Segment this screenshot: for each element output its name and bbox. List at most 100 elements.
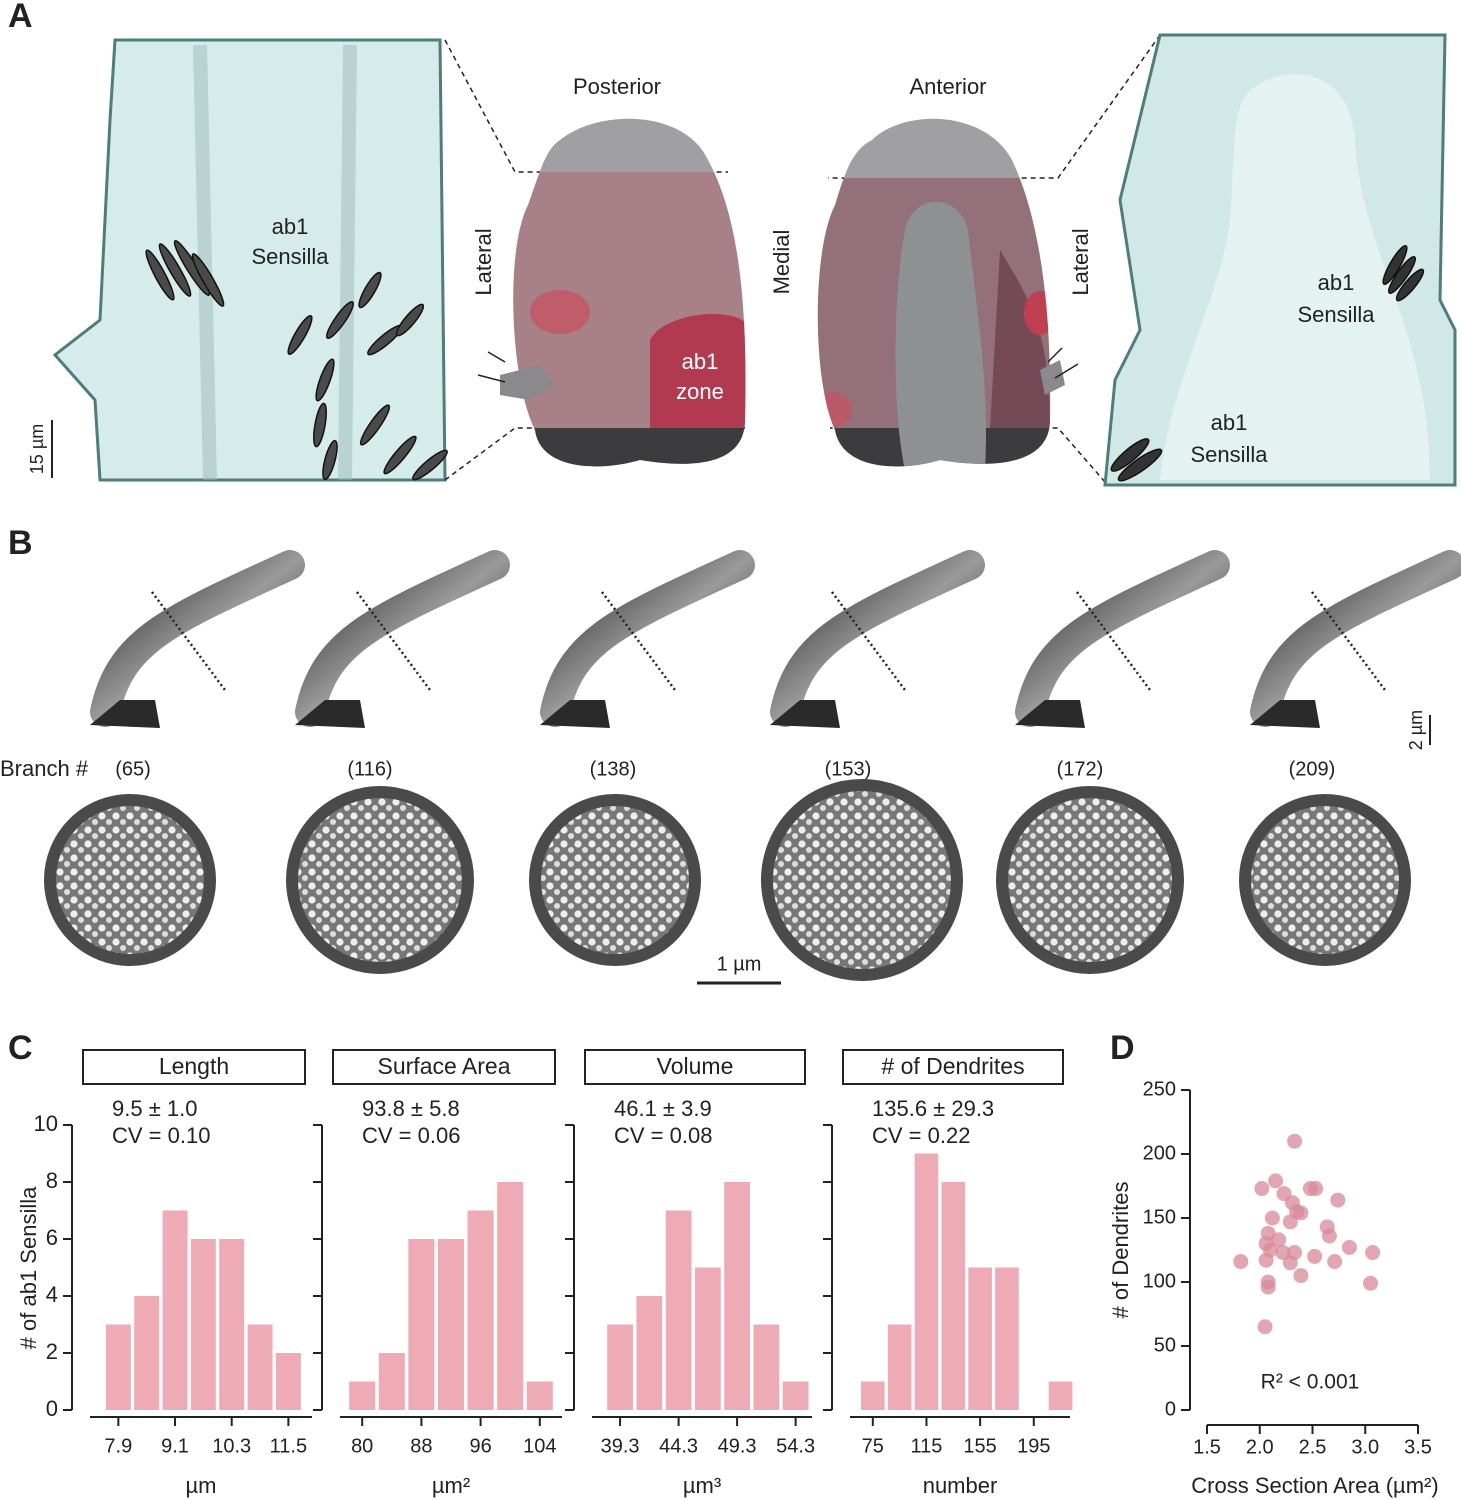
side-label: Medial bbox=[769, 230, 794, 295]
x-tick-label: 2.0 bbox=[1246, 1436, 1274, 1458]
panel-label: B bbox=[8, 524, 33, 562]
point bbox=[1282, 1255, 1298, 1271]
scale-label: 15 µm bbox=[27, 424, 47, 474]
x-tick-label: 7.9 bbox=[104, 1435, 132, 1457]
point bbox=[1257, 1319, 1273, 1335]
point bbox=[1287, 1133, 1303, 1149]
arista-hairs bbox=[477, 351, 506, 383]
point bbox=[1264, 1210, 1280, 1226]
annotation: CV = 0.22 bbox=[872, 1123, 970, 1148]
y-tick-label: 50 bbox=[1154, 1334, 1176, 1356]
y-tick-label: 10 bbox=[34, 1111, 58, 1136]
sensillum-base bbox=[540, 700, 610, 728]
x-tick-label: 11.5 bbox=[270, 1435, 307, 1457]
branch-label: Branch # bbox=[0, 756, 89, 781]
sensillum-base bbox=[295, 700, 365, 728]
bar bbox=[378, 1353, 405, 1410]
y-tick-label: 4 bbox=[46, 1282, 58, 1307]
sensillum-render bbox=[90, 550, 305, 727]
cross-section bbox=[1239, 794, 1411, 966]
bar bbox=[607, 1324, 633, 1410]
y-tick-label: 100 bbox=[1143, 1270, 1176, 1292]
point bbox=[1268, 1173, 1284, 1189]
sensillum-render bbox=[540, 550, 755, 727]
branch-number: (116) bbox=[347, 758, 392, 780]
point bbox=[1282, 1214, 1298, 1230]
bar bbox=[995, 1267, 1019, 1410]
bar bbox=[349, 1381, 376, 1410]
sensillum-render bbox=[295, 550, 510, 727]
point bbox=[1260, 1279, 1276, 1295]
bar bbox=[968, 1267, 992, 1410]
sensillum-render bbox=[1015, 550, 1230, 727]
x-axis-label: µm bbox=[185, 1473, 216, 1498]
bar bbox=[941, 1182, 966, 1410]
title-box bbox=[332, 1049, 556, 1085]
x-tick-label: 75 bbox=[862, 1435, 884, 1457]
bar bbox=[247, 1324, 273, 1410]
x-tick-label: 96 bbox=[469, 1435, 491, 1457]
x-tick-label: 49.3 bbox=[718, 1435, 757, 1457]
x-tick-label: 88 bbox=[410, 1435, 432, 1457]
x-tick-label: 2.5 bbox=[1299, 1436, 1327, 1458]
antenna-posterior bbox=[513, 118, 746, 467]
chart-title: Surface Area bbox=[378, 1053, 511, 1079]
bar bbox=[408, 1239, 435, 1410]
title-box bbox=[842, 1049, 1064, 1085]
x-tick-label: 104 bbox=[523, 1435, 556, 1457]
sensilla-render-right bbox=[1103, 33, 1457, 487]
panel-label: C bbox=[8, 1029, 33, 1067]
bar bbox=[636, 1296, 663, 1410]
panel-label: A bbox=[8, 0, 33, 35]
annotation: 135.6 ± 29.3 bbox=[872, 1096, 994, 1121]
branch-number: (209) bbox=[1289, 758, 1336, 780]
annotation: CV = 0.10 bbox=[112, 1123, 210, 1148]
x-tick-label: 115 bbox=[911, 1435, 943, 1457]
cross-section bbox=[286, 786, 474, 974]
y-tick-label: 0 bbox=[1165, 1398, 1176, 1420]
x-tick-label: 1.5 bbox=[1193, 1436, 1221, 1458]
point bbox=[1330, 1192, 1346, 1208]
arista bbox=[1040, 360, 1065, 395]
antenna-anterior bbox=[817, 118, 1051, 467]
point bbox=[1271, 1232, 1287, 1248]
branch-number: (138) bbox=[590, 758, 637, 780]
zone-label: ab1 bbox=[682, 349, 719, 374]
sensilla-label: ab1 bbox=[1211, 410, 1248, 435]
y-tick-label: 150 bbox=[1143, 1206, 1176, 1228]
section-line bbox=[830, 591, 907, 691]
bar bbox=[190, 1239, 216, 1410]
annotation: 9.5 ± 1.0 bbox=[112, 1096, 197, 1121]
bar bbox=[724, 1182, 750, 1410]
y-tick-label: 8 bbox=[46, 1168, 58, 1193]
bar bbox=[219, 1239, 245, 1410]
bar bbox=[753, 1324, 780, 1410]
cross-section bbox=[529, 794, 701, 966]
x-tick-label: 155 bbox=[963, 1435, 996, 1457]
x-tick-label: 3.0 bbox=[1351, 1436, 1379, 1458]
sensillum-render bbox=[770, 550, 985, 727]
annotation: R² < 0.001 bbox=[1261, 1371, 1360, 1394]
point bbox=[1293, 1268, 1309, 1284]
point bbox=[1341, 1239, 1357, 1255]
cross-section bbox=[44, 794, 216, 966]
view-label: Anterior bbox=[909, 74, 986, 99]
section-line bbox=[355, 591, 432, 691]
y-tick-label: 0 bbox=[46, 1396, 58, 1421]
title-box bbox=[82, 1049, 306, 1085]
side-label: Lateral bbox=[1068, 228, 1093, 295]
y-tick-label: 6 bbox=[46, 1225, 58, 1250]
bar bbox=[914, 1153, 939, 1410]
section-line bbox=[600, 591, 677, 691]
arista-hairs bbox=[1047, 347, 1079, 379]
sensilla-label: ab1 bbox=[272, 214, 309, 239]
point bbox=[1293, 1205, 1309, 1221]
x-tick-label: 44.3 bbox=[659, 1435, 698, 1457]
branch-number: (172) bbox=[1057, 758, 1104, 780]
arista bbox=[500, 365, 555, 400]
x-axis-label: Cross Section Area (µm²) bbox=[1191, 1473, 1438, 1498]
sensillum-base bbox=[1015, 700, 1085, 728]
bar bbox=[665, 1210, 692, 1410]
y-tick-label: 250 bbox=[1143, 1078, 1176, 1100]
bar bbox=[437, 1239, 465, 1410]
